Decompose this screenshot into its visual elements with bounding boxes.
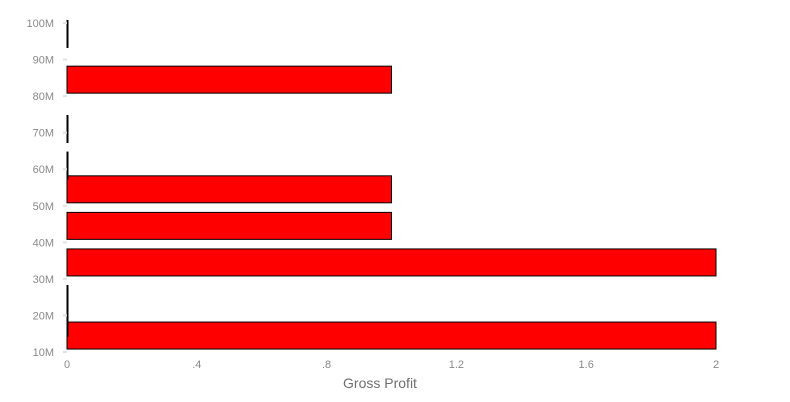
x-tick-label-3: 1.2 [449,359,464,371]
y-axis: 10M 20M 30M 40M 50M 60M 70M 80M 90M 100M [26,18,67,359]
bar-8 [66,65,392,94]
bar-7 [66,115,69,144]
bar-1 [66,308,69,337]
bar-4 [66,211,392,240]
x-tick-label-1: .4 [192,359,201,371]
y-tick-label-4: 50M [33,201,54,213]
bar-5 [66,175,392,204]
y-tick-label-2: 30M [33,274,54,286]
y-tick-label-7: 80M [33,91,54,103]
bar-9 [66,19,69,48]
x-axis-title: Gross Profit [343,375,417,391]
bar-2 [66,284,69,313]
x-tick-label-5: 2 [713,359,719,371]
bars [66,19,717,350]
bar-6 [66,151,69,180]
y-tick-label-5: 60M [33,164,54,176]
x-tick-label-2: .8 [322,359,331,371]
y-tick-label-0: 10M [33,347,54,359]
y-tick-label-1: 20M [33,310,54,322]
y-tick-label-8: 90M [33,55,54,67]
y-tick-label-3: 40M [33,237,54,249]
y-tick-label-9: 100M [26,18,54,30]
x-tick-label-0: 0 [64,359,70,371]
bar-3 [66,248,717,277]
y-tick-label-6: 70M [33,128,54,140]
x-axis: 0 .4 .8 1.2 1.6 2 [64,359,719,371]
x-tick-label-4: 1.6 [579,359,594,371]
bar-0 [66,321,717,350]
